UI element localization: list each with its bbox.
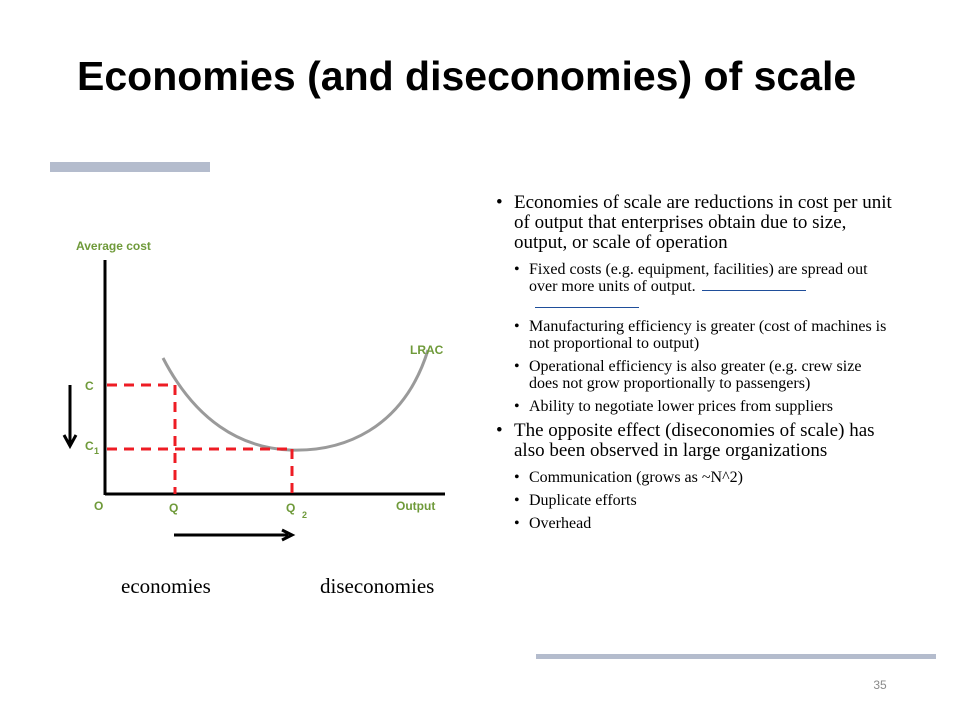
underline-blank — [535, 306, 639, 308]
tick-c1: C — [85, 439, 94, 453]
sub-bullet: Operational efficiency is also greater (… — [514, 358, 893, 392]
bullet-economies: Economies of scale are reductions in cos… — [493, 192, 893, 416]
bullet-diseconomies-text: The opposite effect (diseconomies of sca… — [514, 420, 875, 461]
bullet-list: Economies of scale are reductions in cos… — [493, 193, 893, 538]
sub-bullet: Overhead — [514, 515, 893, 532]
sub-bullet: Duplicate efforts — [514, 492, 893, 509]
tick-q2: Q — [286, 501, 295, 515]
sub-bullet: Manufacturing efficiency is greater (cos… — [514, 318, 893, 352]
curve-label: LRAC — [410, 343, 444, 357]
tick-c: C — [85, 379, 94, 393]
underline-blank — [701, 289, 806, 291]
bullet-economies-text: Economies of scale are reductions in cos… — [514, 192, 892, 253]
sub-bullet: Communication (grows as ~N^2) — [514, 469, 893, 486]
origin-label: O — [94, 499, 103, 513]
title-accent-bar — [50, 162, 210, 172]
sub-bullet: Fixed costs (e.g. equipment, facilities)… — [514, 261, 893, 312]
caption-economies: economies — [121, 574, 211, 598]
y-axis-label: Average cost — [76, 239, 151, 253]
right-arrow — [174, 528, 296, 542]
slide-title: Economies (and diseconomies) of scale — [77, 53, 857, 99]
tick-q2-sub: 2 — [302, 510, 307, 520]
tick-q: Q — [169, 501, 178, 515]
lrac-diagram: Average cost LRAC C C 1 O Q Q 2 Output — [62, 239, 445, 542]
bullet-diseconomies: The opposite effect (diseconomies of sca… — [493, 420, 893, 533]
guide-lines — [107, 383, 294, 494]
page-number: 35 — [873, 678, 887, 692]
down-arrow — [62, 385, 78, 450]
lrac-curve — [161, 349, 430, 452]
x-axis-label: Output — [396, 499, 435, 513]
sub-bullet: Ability to negotiate lower prices from s… — [514, 398, 893, 415]
bottom-accent-bar — [536, 654, 936, 659]
caption-diseconomies: diseconomies — [320, 574, 435, 598]
tick-c1-sub: 1 — [94, 446, 99, 456]
